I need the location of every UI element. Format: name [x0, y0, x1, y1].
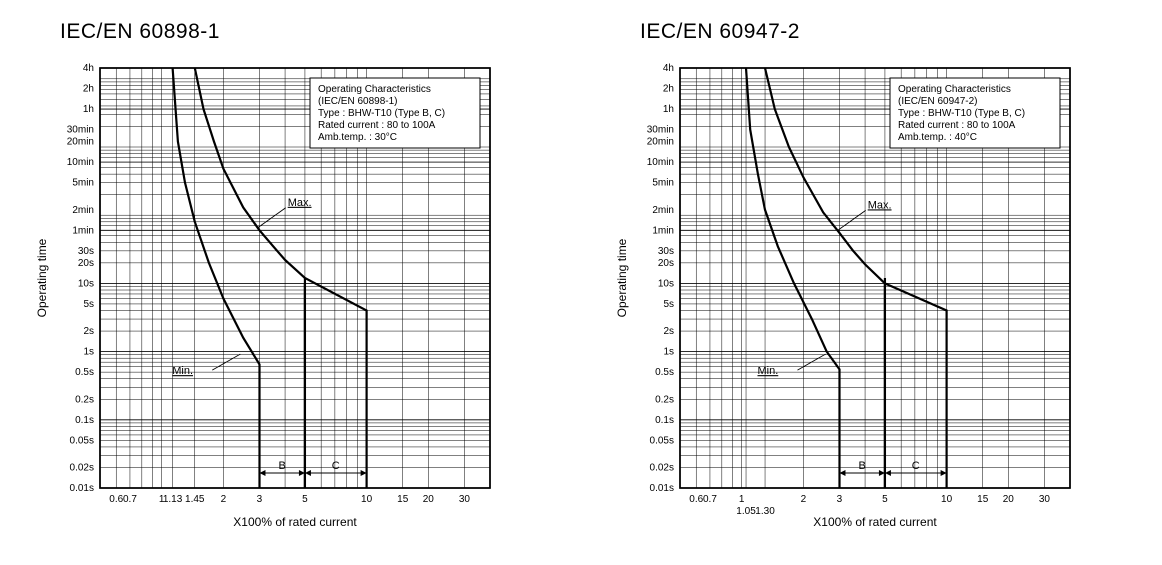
panel-title-right: IEC/EN 60947-2: [640, 20, 1110, 44]
y-tick-label: 0.1s: [655, 415, 674, 426]
panel-left: IEC/EN 60898-1 0.60.711.131.452351015203…: [20, 20, 530, 545]
x-tick-label: 5: [882, 494, 888, 505]
y-tick-label: 1s: [663, 347, 674, 358]
y-tick-label: 10s: [78, 278, 94, 289]
info-line: Type : BHW-T10 (Type B, C): [318, 108, 445, 119]
x-tick-label: 1.45: [185, 494, 205, 505]
y-axis-label: Operating time: [35, 238, 49, 317]
y-tick-label: 2h: [663, 84, 674, 95]
y-tick-label: 30min: [67, 125, 94, 136]
y-tick-label: 30min: [647, 125, 674, 136]
x-tick-label: 15: [977, 494, 989, 505]
chart-right: 0.60.7 11.051.30 2 3 5 10 15 20 30 0.01s 0.02s 0.05…: [600, 50, 1110, 545]
info-line: Amb.temp. : 40°C: [898, 132, 977, 143]
info-line: (IEC/EN 60947-2): [898, 96, 977, 107]
x-tick-label: 0.7: [123, 494, 137, 505]
y-tick-label: 2min: [72, 205, 94, 216]
y-tick-label: 1min: [72, 225, 94, 236]
y-tick-label: 0.5s: [655, 367, 674, 378]
info-line: Rated current : 80 to 100A: [898, 120, 1016, 131]
y-tick-label: 10min: [647, 157, 674, 168]
y-tick-label: 0.2s: [75, 394, 94, 405]
info-line: Type : BHW-T10 (Type B, C): [898, 108, 1025, 119]
y-tick-label: 5s: [663, 299, 674, 310]
y-tick-label: 20s: [78, 258, 94, 269]
y-tick-label: 30s: [658, 246, 674, 257]
y-tick-label: 1h: [663, 104, 674, 115]
info-line: Amb.temp. : 30°C: [318, 132, 397, 143]
x-tick-label: 15: [397, 494, 409, 505]
y-tick-label: 1h: [83, 104, 94, 115]
y-tick-label: 0.01s: [70, 483, 94, 494]
x-tick-label: 1.30: [755, 506, 775, 517]
min-label: Min.: [172, 365, 193, 377]
x-tick-label: 30: [1039, 494, 1051, 505]
x-tick-label: 0.6: [689, 494, 703, 505]
x-tick-label: 1.05: [736, 506, 756, 517]
x-tick-label: 0.7: [703, 494, 717, 505]
b-label: B: [279, 460, 286, 472]
x-tick-label: 20: [1003, 494, 1015, 505]
y-tick-label: 20s: [658, 258, 674, 269]
y-tick-label: 5s: [83, 299, 94, 310]
y-tick-label: 10min: [67, 157, 94, 168]
y-tick-label: 2s: [83, 326, 94, 337]
y-tick-label: 20min: [67, 137, 94, 148]
y-tick-label: 4h: [83, 63, 94, 74]
y-tick-label: 5min: [652, 178, 674, 189]
info-line: Operating Characteristics: [318, 84, 431, 95]
x-tick-label: 10: [941, 494, 953, 505]
y-tick-label: 0.01s: [650, 483, 674, 494]
x-tick-label: 3: [837, 494, 843, 505]
page: IEC/EN 60898-1 0.60.711.131.452351015203…: [20, 20, 1162, 545]
y-tick-label: 0.02s: [70, 462, 94, 473]
x-tick-label: 20: [423, 494, 435, 505]
y-tick-label: 2s: [663, 326, 674, 337]
max-label: Max.: [868, 199, 892, 211]
x-tick-label: 30: [459, 494, 471, 505]
c-label: C: [332, 460, 340, 472]
min-label: Min.: [757, 365, 778, 377]
y-tick-label: 0.5s: [75, 367, 94, 378]
y-axis-label: Operating time: [615, 238, 629, 317]
y-tick-label: 2min: [652, 205, 674, 216]
y-tick-label: 4h: [663, 63, 674, 74]
y-tick-label: 1min: [652, 225, 674, 236]
y-tick-label: 30s: [78, 246, 94, 257]
x-axis-label: X100% of rated current: [233, 515, 357, 529]
info-line: Rated current : 80 to 100A: [318, 120, 436, 131]
panel-right: IEC/EN 60947-2 0.60.7 11.051.30 2 3 5 10 15 20 3…: [600, 20, 1110, 545]
y-tick-label: 0.02s: [650, 462, 674, 473]
panel-title-left: IEC/EN 60898-1: [60, 20, 530, 44]
y-tick-label: 0.1s: [75, 415, 94, 426]
b-label: B: [859, 460, 866, 472]
y-tick-label: 2h: [83, 84, 94, 95]
y-tick-label: 20min: [647, 137, 674, 148]
x-tick-label: 1.13: [163, 494, 183, 505]
y-tick-label: 0.05s: [70, 435, 94, 446]
c-label: C: [912, 460, 920, 472]
info-line: (IEC/EN 60898-1): [318, 96, 397, 107]
x-tick-label: 10: [361, 494, 373, 505]
x-tick-label: 3: [257, 494, 263, 505]
chart-left: 0.60.711.131.45235101520300.01s0.02s0.05…: [20, 50, 530, 545]
x-axis-label: X100% of rated current: [813, 515, 937, 529]
y-tick-label: 10s: [658, 278, 674, 289]
y-tick-label: 1s: [83, 347, 94, 358]
x-tick-label: 1: [739, 494, 745, 505]
x-tick-label: 2: [221, 494, 227, 505]
y-tick-label: 5min: [72, 178, 94, 189]
max-label: Max.: [288, 197, 312, 209]
x-tick-label: 0.6: [109, 494, 123, 505]
x-tick-label: 2: [801, 494, 807, 505]
x-tick-label: 5: [302, 494, 308, 505]
y-tick-label: 0.2s: [655, 394, 674, 405]
info-line: Operating Characteristics: [898, 84, 1011, 95]
y-tick-label: 0.05s: [650, 435, 674, 446]
